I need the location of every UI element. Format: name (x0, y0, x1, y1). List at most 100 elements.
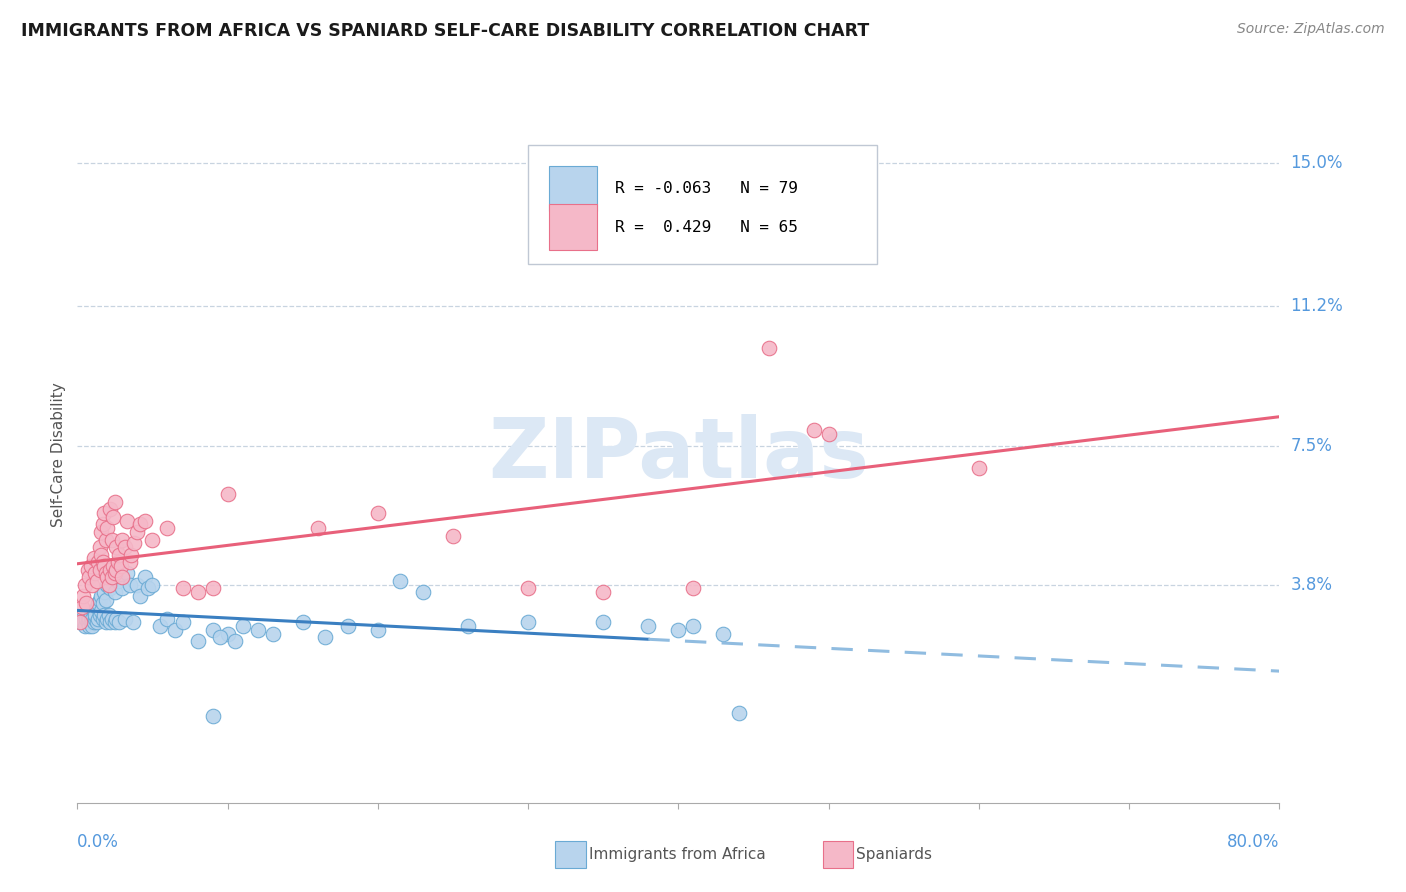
Point (134, 514, 156, 528)
Point (262, 626, 284, 640)
Point (83, 604, 105, 618)
Point (107, 555, 129, 569)
Text: 7.5%: 7.5% (1291, 436, 1333, 455)
Point (201, 582, 224, 596)
Point (84, 611, 107, 625)
Text: 80.0%: 80.0% (1227, 833, 1279, 851)
Point (201, 709, 224, 723)
Point (79, 570, 101, 584)
Point (122, 615, 145, 630)
Point (103, 558, 125, 573)
Point (82, 611, 104, 625)
Point (105, 540, 128, 554)
Point (104, 615, 127, 630)
Point (118, 577, 141, 591)
Point (84, 607, 107, 622)
Point (70, 600, 93, 615)
Point (104, 585, 127, 599)
Point (91, 597, 114, 611)
Point (111, 570, 134, 584)
Point (100, 615, 122, 630)
Text: 11.2%: 11.2% (1291, 297, 1343, 316)
Point (114, 540, 136, 554)
Point (75, 597, 97, 611)
Point (96, 570, 118, 584)
Point (108, 615, 131, 630)
Point (104, 495, 127, 509)
Point (100, 502, 122, 516)
Point (76, 615, 98, 630)
Point (291, 615, 314, 630)
Point (103, 510, 125, 524)
Point (107, 574, 129, 588)
Point (217, 626, 239, 640)
Point (80, 615, 103, 630)
Point (209, 630, 232, 644)
Point (172, 615, 194, 630)
Text: 15.0%: 15.0% (1291, 154, 1343, 172)
Point (89, 592, 111, 607)
Text: ZIPatlas: ZIPatlas (488, 415, 869, 495)
Point (163, 623, 186, 637)
Point (83, 615, 105, 630)
Text: R =  0.429   N = 65: R = 0.429 N = 65 (614, 219, 797, 235)
Point (80, 607, 103, 622)
Point (172, 582, 194, 596)
Point (100, 582, 122, 596)
Point (91, 611, 114, 625)
Point (141, 533, 163, 547)
Point (93, 506, 115, 520)
Text: Immigrants from Africa: Immigrants from Africa (589, 847, 766, 862)
Point (682, 619, 704, 633)
Point (87, 611, 110, 625)
Point (89, 607, 111, 622)
Point (84, 566, 107, 581)
Point (457, 619, 479, 633)
Point (136, 582, 159, 596)
Point (90, 589, 112, 603)
Point (246, 623, 269, 637)
Point (70, 611, 93, 625)
Point (412, 585, 434, 599)
Point (97, 577, 120, 591)
Point (217, 487, 239, 501)
Point (86, 574, 108, 588)
Point (127, 577, 149, 591)
Point (713, 626, 735, 640)
Text: Source: ZipAtlas.com: Source: ZipAtlas.com (1237, 22, 1385, 37)
Point (90, 548, 112, 562)
Point (111, 582, 134, 596)
Point (129, 589, 152, 603)
Point (114, 611, 136, 625)
Point (637, 619, 659, 633)
Point (727, 706, 749, 720)
Point (72, 615, 94, 630)
Point (91, 555, 114, 569)
Point (89, 563, 111, 577)
Point (73, 619, 96, 633)
Point (96, 611, 118, 625)
Point (97, 607, 120, 622)
Point (93, 558, 115, 573)
Point (817, 427, 839, 442)
Point (93, 607, 115, 622)
Point (517, 582, 540, 596)
Point (101, 611, 124, 625)
Point (336, 619, 359, 633)
Text: 0.0%: 0.0% (77, 833, 120, 851)
Point (367, 623, 389, 637)
Point (86, 615, 108, 630)
Point (389, 574, 412, 588)
Point (89, 540, 111, 554)
Point (69, 615, 91, 630)
Point (100, 563, 122, 577)
Point (186, 634, 209, 648)
Point (90, 604, 112, 618)
Point (314, 630, 336, 644)
Text: IMMIGRANTS FROM AFRICA VS SPANIARD SELF-CARE DISABILITY CORRELATION CHART: IMMIGRANTS FROM AFRICA VS SPANIARD SELF-… (21, 22, 869, 40)
Point (232, 619, 254, 633)
Point (90, 524, 112, 539)
Point (517, 615, 540, 630)
Point (91, 517, 114, 532)
Point (104, 566, 127, 581)
